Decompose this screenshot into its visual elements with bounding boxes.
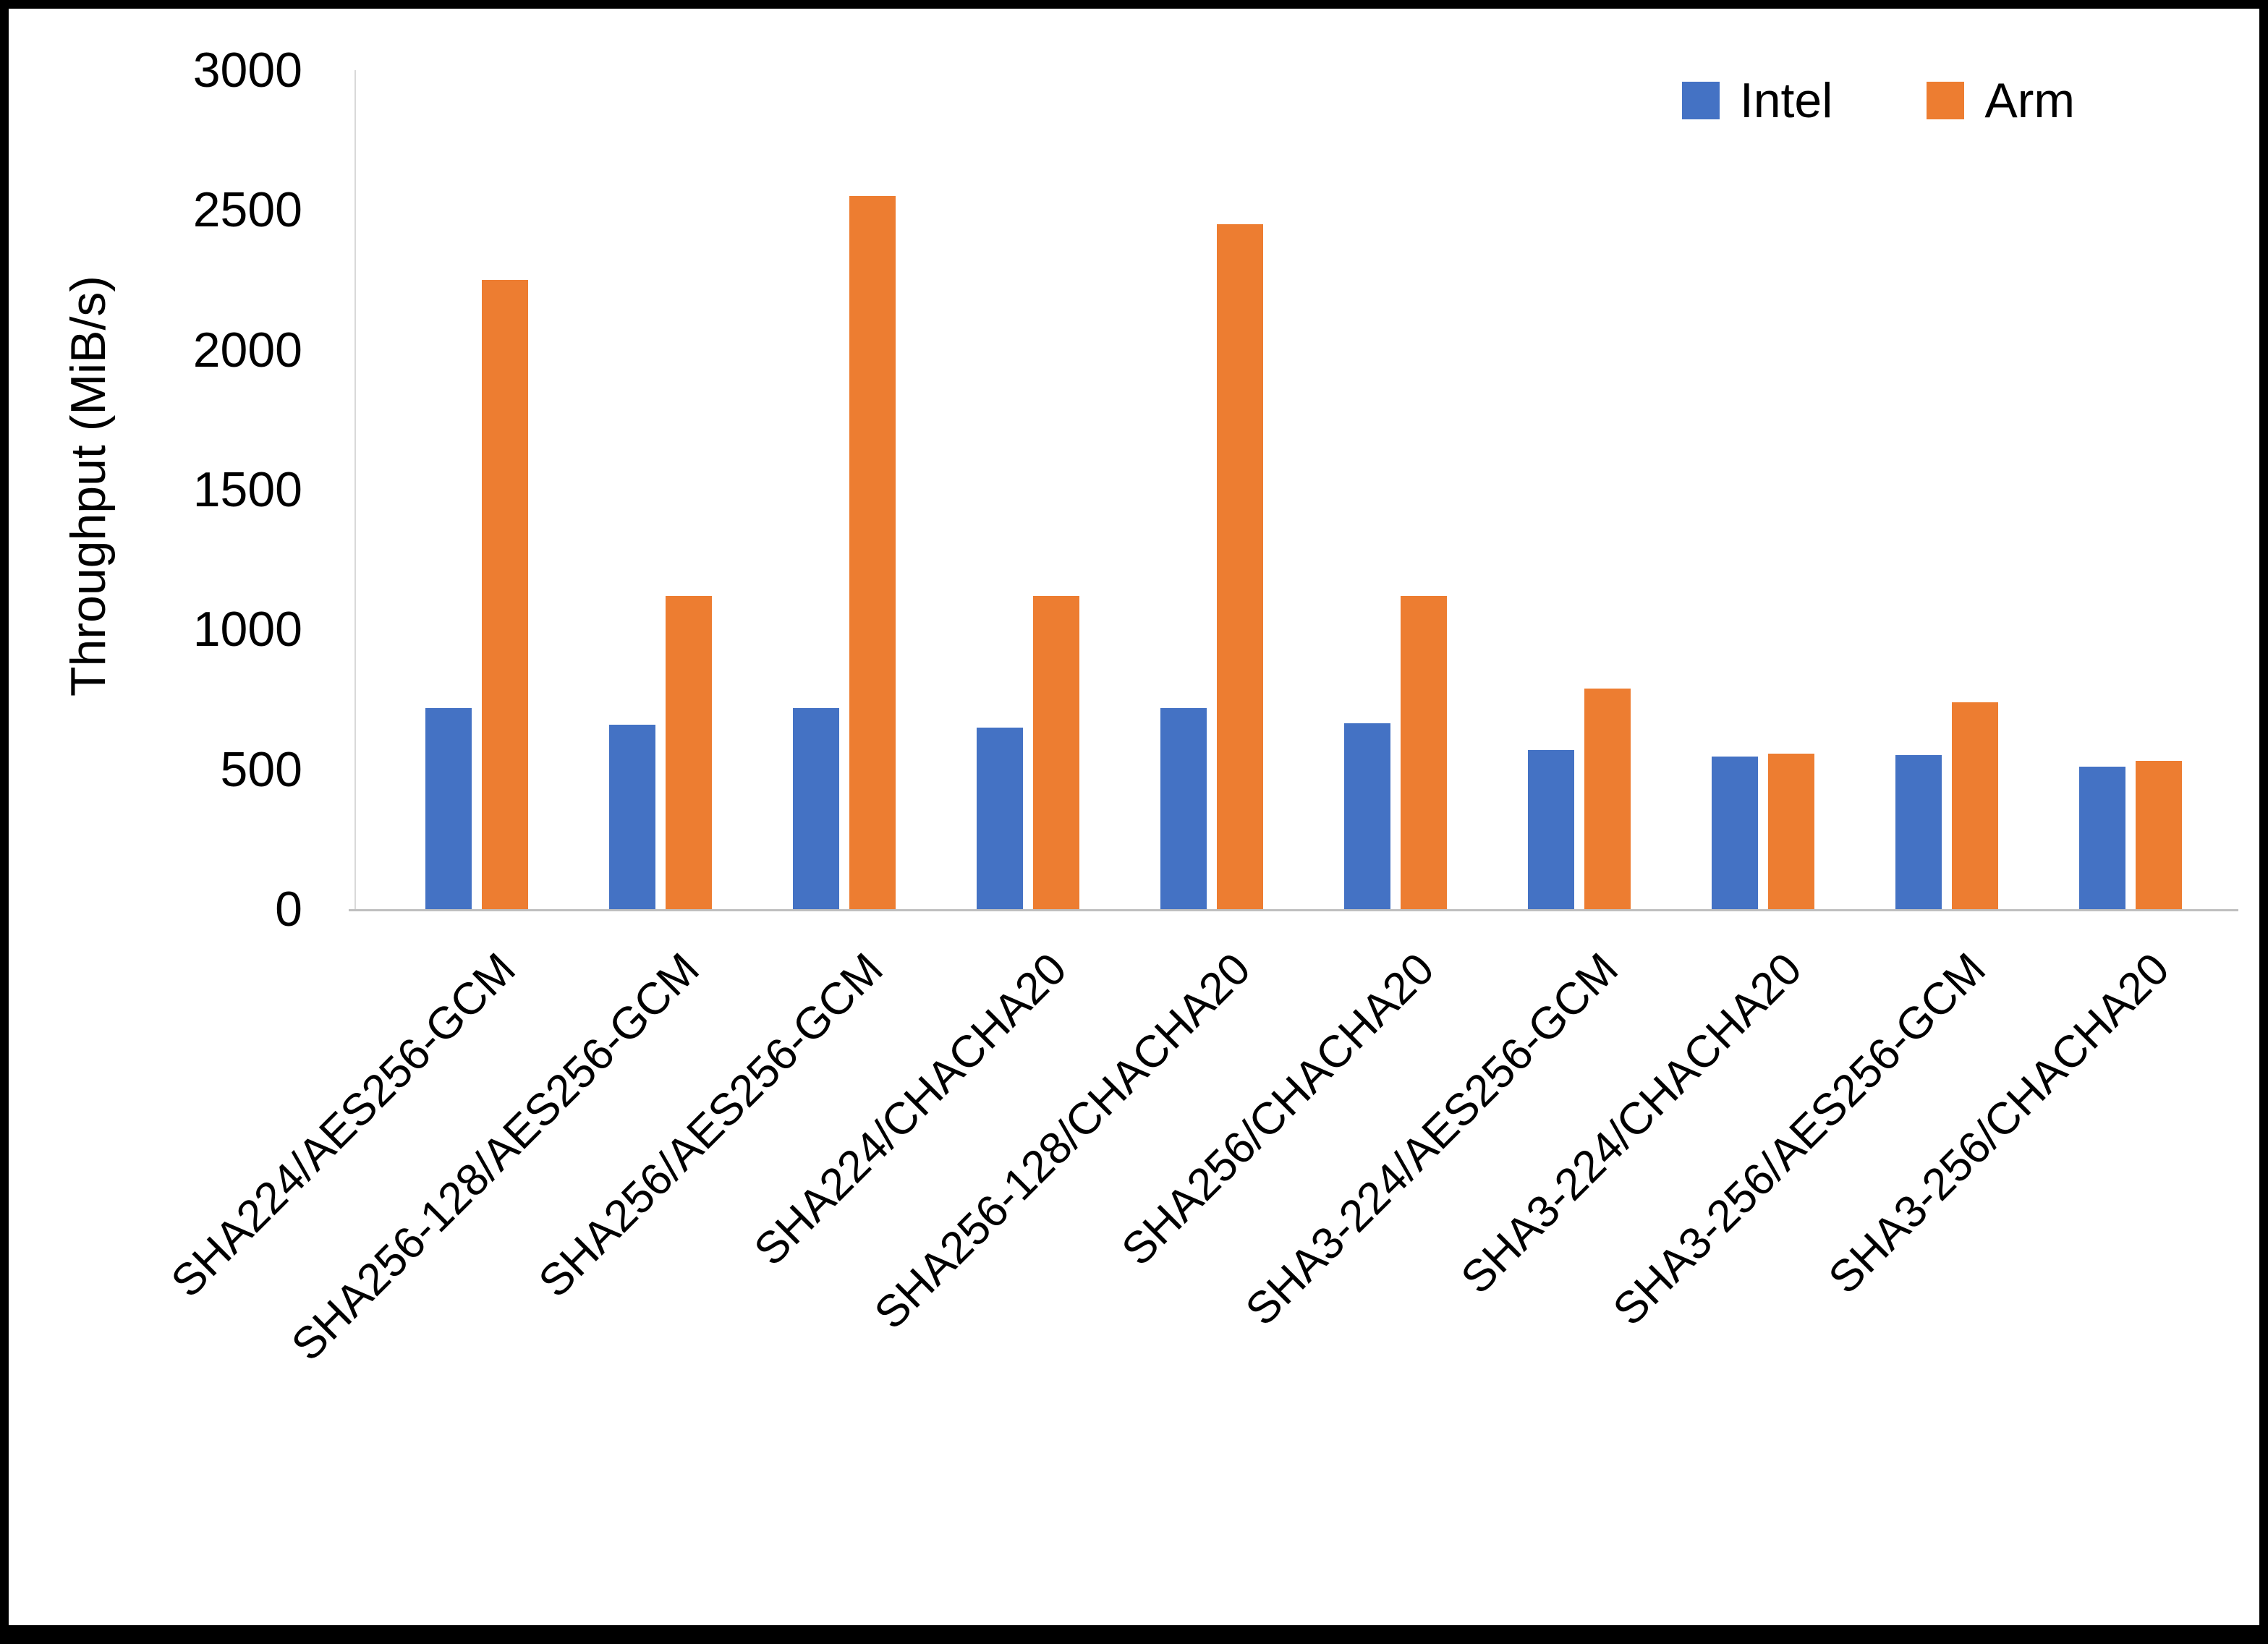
bar-intel-2 [609,725,655,909]
bar-arm-5 [1217,224,1263,909]
legend-swatch-icon [1681,82,1720,119]
x-axis-category-label: SHA224/AES256-GCM [161,944,525,1308]
bar-intel-7 [1528,750,1574,909]
x-axis-category-label: SHA256/CHACHA20 [1112,944,1444,1276]
bar-intel-5 [1160,708,1207,909]
bar-intel-1 [425,708,472,909]
bar-arm-9 [1952,702,1998,909]
plot-area: Throughput (MiB/s) Intel Arm 0 500 1000 1500… [9,9,2259,1625]
bar-arm-4 [1033,596,1079,909]
y-axis-line [354,70,356,911]
legend-item-arm: Arm [1927,72,2075,129]
bar-arm-7 [1584,689,1631,909]
y-axis-tick-label: 1500 [192,462,302,517]
legend-label: Intel [1739,73,1833,128]
x-axis-category-label: SHA3-256/CHACHA20 [1819,944,2179,1304]
x-axis-category-label: SHA256-128/CHACHA20 [865,944,1260,1339]
legend-swatch-icon [1927,82,1965,119]
y-axis-tick-label: 3000 [192,43,302,98]
bar-intel-3 [793,708,839,909]
y-axis-tick-label: 500 [220,741,302,797]
legend: Intel Arm [1681,72,2075,129]
y-axis-tick-label: 2000 [192,322,302,378]
x-axis-category-label: SHA3-224/CHACHA20 [1451,944,1812,1304]
bar-arm-8 [1768,754,1814,909]
bar-intel-8 [1712,757,1758,909]
legend-item-intel: Intel [1681,72,1833,129]
bar-intel-4 [977,728,1023,909]
bar-intel-10 [2079,767,2125,909]
bar-intel-6 [1344,723,1390,909]
bar-arm-6 [1401,596,1447,909]
x-axis-category-label: SHA3-256/AES256-GCM [1603,944,1995,1335]
x-axis-category-label: SHA224/CHACHA20 [744,944,1076,1276]
legend-label: Arm [1984,73,2075,128]
x-axis-line [349,909,2238,911]
y-axis-tick-label: 0 [275,882,302,937]
bar-intel-9 [1895,755,1942,909]
y-axis-tick-label: 1000 [192,602,302,657]
bar-arm-10 [2136,761,2182,909]
y-axis-tick-label: 2500 [192,182,302,238]
bar-arm-3 [849,196,896,909]
x-axis-category-label: SHA256/AES256-GCM [529,944,893,1308]
bar-arm-1 [482,280,528,909]
bar-arm-2 [666,596,712,909]
x-axis-category-label: SHA3-224/AES256-GCM [1236,944,1628,1335]
